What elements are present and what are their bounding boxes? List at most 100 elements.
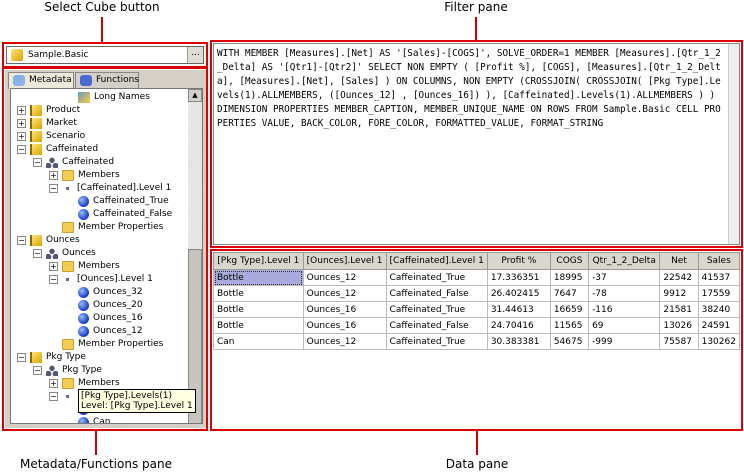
table-cell[interactable]: 41537 (697, 269, 741, 286)
table-cell[interactable]: 22542 (659, 269, 699, 286)
tree-node[interactable]: + Members (49, 260, 120, 273)
table-cell[interactable]: 130262 (697, 333, 741, 350)
table-cell[interactable]: 30.383381 (486, 333, 551, 350)
table-cell[interactable]: -78 (588, 285, 661, 302)
tree-node[interactable]: + Members (49, 169, 120, 182)
table-cell[interactable]: Ounces_12 (302, 285, 387, 302)
table-cell[interactable]: 16659 (549, 301, 590, 318)
select-cube-field[interactable]: Sample.Basic ... (6, 46, 204, 64)
scroll-thumb[interactable] (188, 249, 202, 423)
table-cell[interactable]: Bottle (213, 301, 304, 318)
collapse-icon[interactable]: − (49, 275, 58, 284)
tree-node[interactable]: − (49, 390, 77, 403)
table-cell[interactable]: Bottle (213, 317, 304, 334)
tree-node[interactable]: − Pkg Type (17, 351, 86, 364)
column-header[interactable]: [Pkg Type].Level 1 (213, 252, 304, 270)
tree-node[interactable]: + Members (49, 377, 120, 390)
tree-node[interactable]: Can (78, 416, 111, 423)
tab-functions[interactable]: Functions (75, 72, 139, 88)
expand-icon[interactable]: + (49, 262, 58, 271)
column-header[interactable]: Qtr_1_2_Delta (588, 252, 661, 270)
table-cell[interactable]: Caffeinated_True (385, 269, 488, 286)
column-header[interactable]: [Ounces].Level 1 (302, 252, 387, 270)
table-cell[interactable]: Caffeinated_False (385, 285, 488, 302)
tree-node[interactable]: − Ounces (33, 247, 96, 260)
tree-node[interactable]: Long Names (78, 91, 150, 104)
table-cell[interactable]: 69 (588, 317, 661, 334)
tree-node[interactable]: Ounces_32 (78, 286, 143, 299)
tree-node[interactable]: − [Caffeinated].Level 1 (49, 182, 171, 195)
tree-node[interactable]: − Caffeinated (33, 156, 114, 169)
expand-icon[interactable]: + (49, 379, 58, 388)
table-row: Bottle Ounces_16 Caffeinated_True 31.44613 1… (213, 301, 741, 318)
table-cell[interactable]: 17559 (697, 285, 741, 302)
tree-node[interactable]: + Product (17, 104, 80, 117)
table-cell[interactable]: 17.336351 (486, 269, 551, 286)
expand-icon[interactable]: + (17, 106, 26, 115)
collapse-icon[interactable]: − (33, 249, 42, 258)
collapse-icon[interactable]: − (17, 236, 26, 245)
tree-node[interactable]: Member Properties (62, 221, 163, 234)
metadata-tree[interactable]: ▲ Long Names + Product + Market + Scenario − Caf… (10, 88, 203, 424)
table-cell[interactable]: Caffeinated_True (385, 301, 488, 318)
table-cell[interactable]: Bottle (213, 269, 304, 286)
collapse-icon[interactable]: − (33, 158, 42, 167)
table-cell[interactable]: Ounces_16 (302, 317, 387, 334)
scroll-up-button[interactable]: ▲ (188, 89, 202, 102)
table-cell[interactable]: 24591 (697, 317, 741, 334)
tree-node[interactable]: Ounces_20 (78, 299, 143, 312)
table-cell[interactable]: -116 (588, 301, 661, 318)
table-cell[interactable]: 31.44613 (486, 301, 551, 318)
table-cell[interactable]: 18995 (549, 269, 590, 286)
tab-metadata[interactable]: Metadata (8, 72, 74, 89)
column-header[interactable]: Profit % (486, 252, 551, 270)
table-cell[interactable]: 13026 (659, 317, 699, 334)
tree-node[interactable]: Caffeinated_False (78, 208, 172, 221)
column-header[interactable]: COGS (549, 252, 590, 270)
table-cell[interactable]: 75587 (659, 333, 699, 350)
collapse-icon[interactable]: − (49, 392, 58, 401)
tree-node[interactable]: − Caffeinated (17, 143, 98, 156)
table-cell[interactable]: 9912 (659, 285, 699, 302)
tree-node-label: Member Properties (78, 222, 164, 232)
collapse-icon[interactable]: − (33, 366, 42, 375)
tree-node[interactable]: Caffeinated_True (78, 195, 169, 208)
column-header[interactable]: Sales (697, 252, 741, 270)
table-cell[interactable]: 54675 (549, 333, 590, 350)
collapse-icon[interactable]: − (17, 145, 26, 154)
tree-node[interactable]: Member Properties (62, 338, 163, 351)
select-cube-button[interactable]: ... (187, 47, 203, 63)
tree-node[interactable]: + Scenario (17, 130, 85, 143)
tree-node[interactable]: Ounces_16 (78, 312, 143, 325)
table-cell[interactable]: Bottle (213, 285, 304, 302)
tree-node[interactable]: − Pkg Type (33, 364, 102, 377)
table-cell[interactable]: Can (213, 333, 304, 350)
table-cell[interactable]: Caffeinated_False (385, 317, 488, 334)
tree-node[interactable]: − [Ounces].Level 1 (49, 273, 153, 286)
table-cell[interactable]: 26.402415 (486, 285, 551, 302)
table-cell[interactable]: Ounces_12 (302, 269, 387, 286)
expand-icon[interactable]: + (49, 171, 58, 180)
tree-node[interactable]: Ounces_12 (78, 325, 143, 338)
column-header[interactable]: Net (659, 252, 699, 270)
expand-icon[interactable]: + (17, 132, 26, 141)
tree-node[interactable]: − Ounces (17, 234, 80, 247)
table-cell[interactable]: Ounces_12 (302, 333, 387, 350)
filter-scrollbar[interactable] (728, 44, 739, 244)
table-cell[interactable]: 7647 (549, 285, 590, 302)
collapse-icon[interactable]: − (17, 353, 26, 362)
tree-scrollbar[interactable]: ▲ (188, 89, 202, 423)
expand-icon[interactable]: + (17, 119, 26, 128)
table-cell[interactable]: 24.70416 (486, 317, 551, 334)
table-cell[interactable]: -37 (588, 269, 661, 286)
table-cell[interactable]: 21581 (659, 301, 699, 318)
table-cell[interactable]: -999 (588, 333, 661, 350)
table-cell[interactable]: Caffeinated_True (385, 333, 488, 350)
table-cell[interactable]: 38240 (697, 301, 741, 318)
column-header[interactable]: [Caffeinated].Level 1 (385, 252, 488, 270)
table-cell[interactable]: Ounces_16 (302, 301, 387, 318)
collapse-icon[interactable]: − (49, 184, 58, 193)
filter-pane[interactable]: WITH MEMBER [Measures].[Net] AS '[Sales]… (213, 43, 740, 245)
table-cell[interactable]: 11565 (549, 317, 590, 334)
tree-node[interactable]: + Market (17, 117, 77, 130)
